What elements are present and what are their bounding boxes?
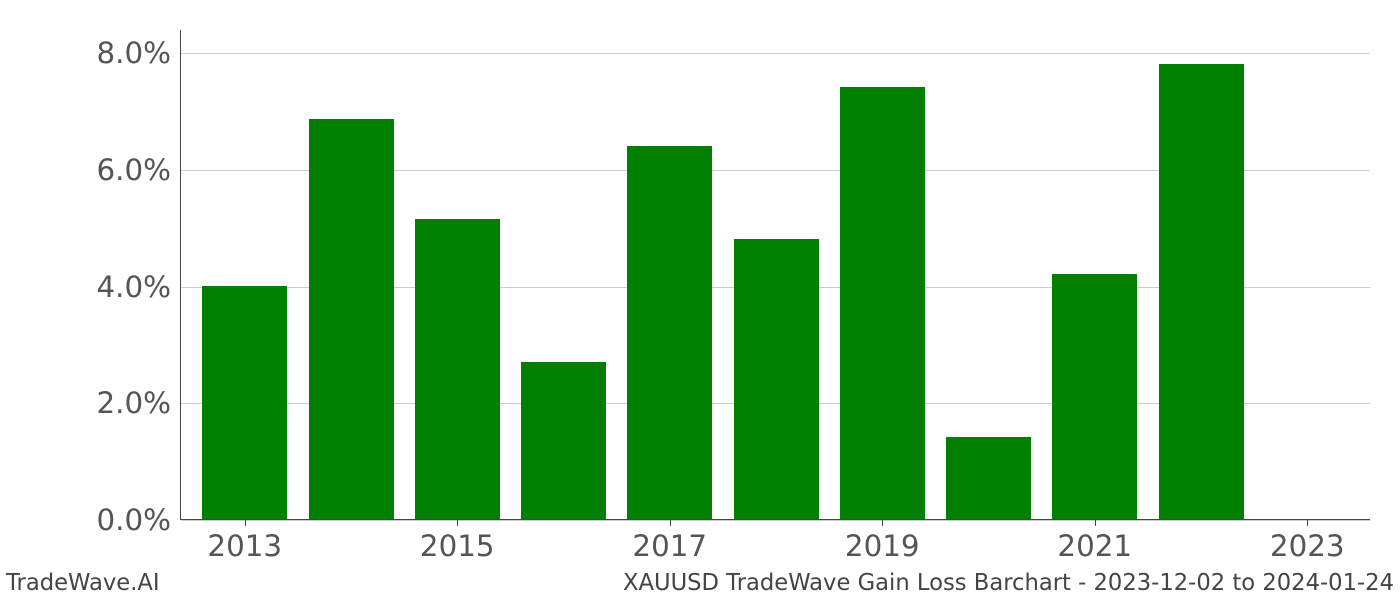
x-tick-label: 2021: [1057, 519, 1132, 563]
bar: [309, 119, 394, 519]
footer-left-brand: TradeWave.AI: [6, 570, 160, 596]
y-tick-label: 4.0%: [96, 270, 181, 304]
y-tick-label: 0.0%: [96, 503, 181, 537]
bar: [840, 87, 925, 519]
bar: [202, 286, 287, 519]
chart-container: 0.0% 2.0% 4.0% 6.0% 8.0% 2013 2015 2017 2019 2021…: [0, 0, 1400, 600]
y-tick-label: 8.0%: [96, 36, 181, 70]
bar: [1159, 64, 1244, 519]
x-tick-label: 2013: [207, 519, 282, 563]
y-tick-label: 6.0%: [96, 153, 181, 187]
bar: [415, 219, 500, 519]
x-tick-label: 2015: [420, 519, 495, 563]
y-gridline: [181, 53, 1370, 54]
x-tick-label: 2023: [1270, 519, 1345, 563]
bar: [1052, 274, 1137, 519]
y-gridline: [181, 520, 1370, 521]
bar: [946, 437, 1031, 519]
bar: [734, 239, 819, 519]
x-tick-label: 2019: [845, 519, 920, 563]
bar: [521, 362, 606, 520]
x-tick-label: 2017: [632, 519, 707, 563]
footer-right-caption: XAUUSD TradeWave Gain Loss Barchart - 20…: [623, 570, 1394, 596]
plot-area: 0.0%2.0%4.0%6.0%8.0%20132015201720192021…: [180, 30, 1370, 520]
y-tick-label: 2.0%: [96, 386, 181, 420]
bar: [627, 146, 712, 519]
